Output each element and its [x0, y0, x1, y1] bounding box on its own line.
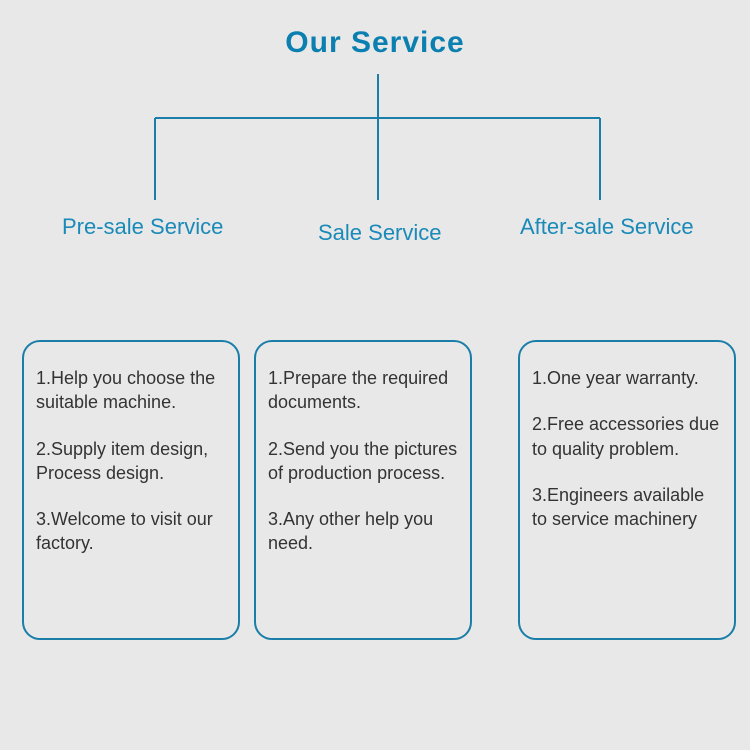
column-label-sale: Sale Service	[318, 220, 442, 246]
service-item: 3.Engineers available to service machine…	[532, 483, 722, 532]
service-box-sale: 1.Prepare the required documents. 2.Send…	[254, 340, 472, 640]
service-item: 3.Welcome to visit our factory.	[36, 507, 226, 556]
service-item: 2.Supply item design, Process design.	[36, 437, 226, 486]
column-label-presale: Pre-sale Service	[62, 214, 223, 240]
service-item: 2.Send you the pictures of production pr…	[268, 437, 458, 486]
service-item: 2.Free accessories due to quality proble…	[532, 412, 722, 461]
service-item: 3.Any other help you need.	[268, 507, 458, 556]
service-item: 1.One year warranty.	[532, 366, 722, 390]
service-item: 1.Prepare the required documents.	[268, 366, 458, 415]
service-item: 1.Help you choose the suitable machine.	[36, 366, 226, 415]
diagram-title: Our Service	[0, 26, 750, 60]
service-box-presale: 1.Help you choose the suitable machine. …	[22, 340, 240, 640]
column-label-aftersale: After-sale Service	[520, 214, 694, 240]
service-box-aftersale: 1.One year warranty. 2.Free accessories …	[518, 340, 736, 640]
